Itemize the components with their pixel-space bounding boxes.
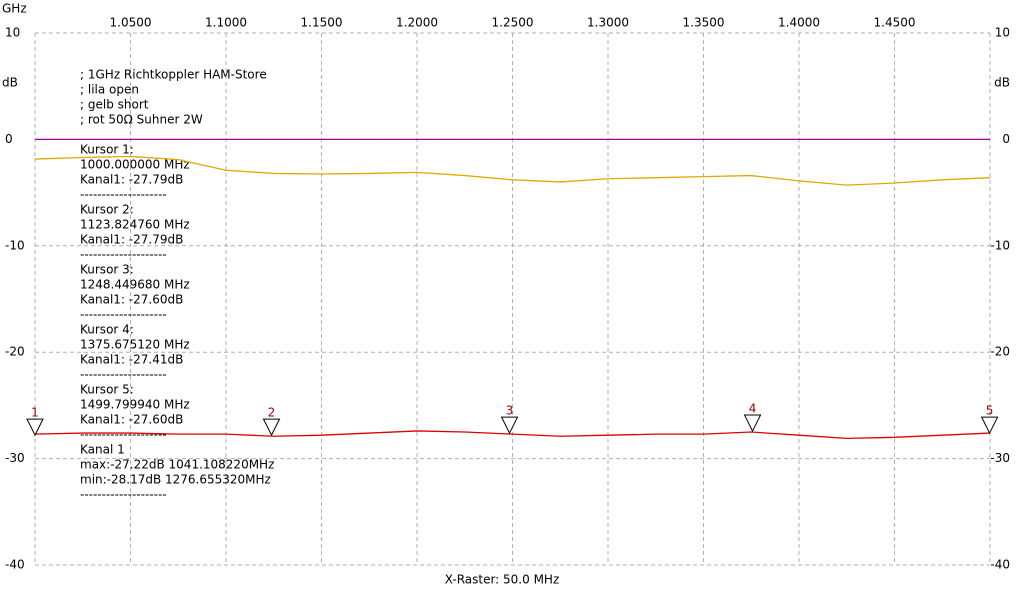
cursor-info: Kanal1: -27.41dB bbox=[80, 353, 183, 367]
cursor-info: -------------------- bbox=[80, 308, 167, 322]
x-tick-label: 1.0500 bbox=[110, 16, 152, 30]
cursor-info: -------------------- bbox=[80, 188, 167, 202]
cursor-info: -------------------- bbox=[80, 488, 167, 502]
cursor-info: 1248.449680 MHz bbox=[80, 278, 190, 292]
note: ; gelb short bbox=[80, 98, 149, 112]
cursor-info: 1000.000000 MHz bbox=[80, 158, 190, 172]
cursor-info: Kursor 1: bbox=[80, 143, 134, 157]
cursor-info: -------------------- bbox=[80, 428, 167, 442]
cursor-info: Kursor 4: bbox=[80, 323, 134, 337]
note: ; 1GHz Richtkoppler HAM-Store bbox=[80, 68, 267, 82]
cursor-info: -------------------- bbox=[80, 368, 167, 382]
cursor-marker bbox=[26, 418, 44, 437]
x-axis-label: GHz bbox=[2, 2, 27, 16]
x-tick-label: 1.4000 bbox=[778, 16, 820, 30]
y-tick-label: -20 bbox=[5, 345, 25, 359]
x-tick-label: 1.1500 bbox=[301, 16, 343, 30]
y-tick-label-right: -40 bbox=[990, 558, 1010, 572]
x-tick-label: 1.4500 bbox=[874, 16, 916, 30]
cursor-label: 1 bbox=[31, 406, 39, 420]
x-tick-label: 1.3500 bbox=[683, 16, 725, 30]
cursor-info: Kursor 5: bbox=[80, 383, 134, 397]
cursor-info: -------------------- bbox=[80, 248, 167, 262]
x-tick-label: 1.2000 bbox=[396, 16, 438, 30]
y-tick-label-right: -10 bbox=[990, 238, 1010, 252]
cursor-label: 5 bbox=[986, 404, 994, 418]
x-tick-label: 1.1000 bbox=[205, 16, 247, 30]
cursor-info: min:-28.17dB 1276.655320MHz bbox=[80, 473, 271, 487]
cursor-info: 1375.675120 MHz bbox=[80, 338, 190, 352]
cursor-marker bbox=[743, 414, 762, 433]
y-tick-label: 10 bbox=[5, 26, 20, 40]
y-tick-label-right: -20 bbox=[990, 345, 1010, 359]
y-tick-label-right: -30 bbox=[990, 451, 1010, 465]
cursor-marker bbox=[500, 416, 519, 435]
cursor-info: Kursor 3: bbox=[80, 263, 134, 277]
cursor-marker bbox=[980, 416, 999, 435]
x-tick-label: 1.2500 bbox=[492, 16, 534, 30]
cursor-info: Kanal1: -27.79dB bbox=[80, 233, 183, 247]
note: ; rot 50Ω Suhner 2W bbox=[80, 113, 203, 127]
y-axis-label: dB bbox=[2, 76, 18, 90]
x-tick-label: 1.3000 bbox=[587, 16, 629, 30]
note: ; lila open bbox=[80, 83, 139, 97]
y-tick-label: -10 bbox=[5, 238, 25, 252]
cursor-info: 1123.824760 MHz bbox=[80, 218, 190, 232]
y-axis-label-right: dB bbox=[994, 76, 1010, 90]
cursor-info: Kanal1: -27.60dB bbox=[80, 293, 183, 307]
y-tick-label: -40 bbox=[5, 558, 25, 572]
cursor-info: Kanal1: -27.79dB bbox=[80, 173, 183, 187]
footer: X-Raster: 50.0 MHz bbox=[445, 573, 560, 587]
y-tick-label-right: 10 bbox=[995, 26, 1010, 40]
cursor-label: 3 bbox=[506, 404, 514, 418]
y-tick-label: -30 bbox=[5, 451, 25, 465]
cursor-marker bbox=[262, 418, 281, 437]
series-line bbox=[34, 155, 991, 186]
y-tick-label: 0 bbox=[5, 132, 13, 146]
cursor-info: Kanal1: -27.60dB bbox=[80, 413, 183, 427]
y-tick-label-right: 0 bbox=[1002, 132, 1010, 146]
cursor-info: 1499.799940 MHz bbox=[80, 398, 190, 412]
cursor-label: 4 bbox=[749, 402, 757, 416]
cursor-info: Kursor 2: bbox=[80, 203, 134, 217]
cursor-info: Kanal 1 bbox=[80, 443, 125, 457]
cursor-info: max:-27.22dB 1041.108220MHz bbox=[80, 458, 274, 472]
series-line bbox=[34, 430, 991, 440]
cursor-label: 2 bbox=[268, 406, 276, 420]
